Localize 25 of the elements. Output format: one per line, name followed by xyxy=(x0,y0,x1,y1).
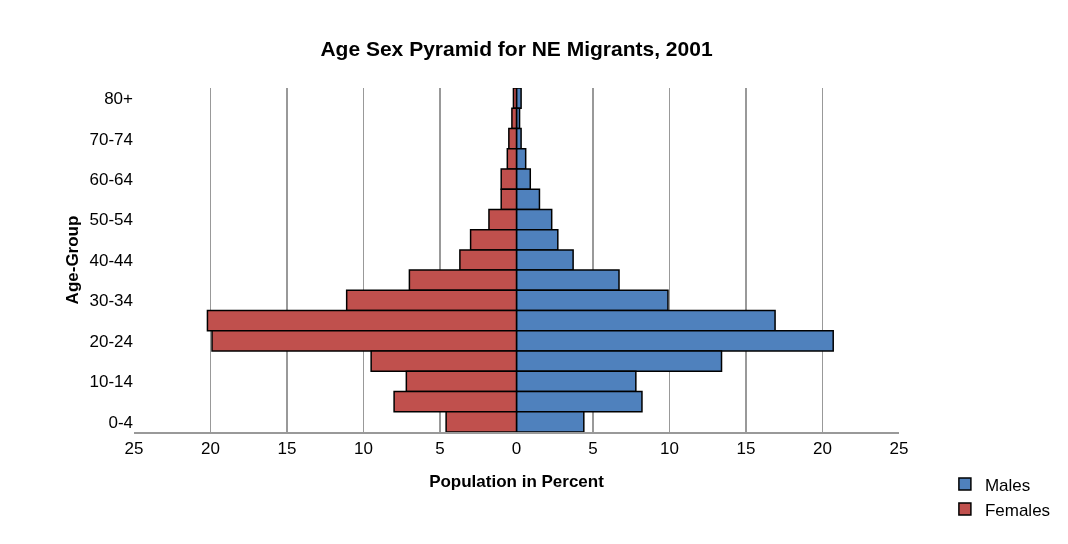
x-tick-label: 15 xyxy=(736,439,756,459)
legend-label: Males xyxy=(984,475,1031,495)
y-tick-label: 30-34 xyxy=(89,291,133,311)
y-tick-label: 70-74 xyxy=(89,129,133,149)
x-tick-label: 20 xyxy=(813,439,832,459)
y-tick-label: 60-64 xyxy=(89,170,133,190)
chart-title: Age Sex Pyramid for NE Migrants, 2001 xyxy=(320,37,713,61)
x-tick-label: 15 xyxy=(277,439,297,459)
x-tick-label: 25 xyxy=(889,439,909,459)
x-tick-label: 25 xyxy=(124,439,144,459)
y-tick-label: 50-54 xyxy=(89,210,133,230)
x-tick-label: 20 xyxy=(201,439,220,459)
legend-label: Females xyxy=(984,500,1051,520)
y-axis-title: Age-Group xyxy=(63,215,83,305)
y-tick-label: 20-24 xyxy=(89,331,133,351)
x-axis-title: Population in Percent xyxy=(429,472,605,492)
y-tick-label: 10-14 xyxy=(89,372,133,392)
x-tick-label: 5 xyxy=(435,439,445,459)
y-tick-label: 0-4 xyxy=(108,412,133,432)
x-tick-label: 0 xyxy=(511,439,522,459)
x-tick-label: 10 xyxy=(354,439,373,459)
y-tick-label: 80+ xyxy=(104,89,134,109)
x-tick-label: 5 xyxy=(588,439,598,459)
x-tick-label: 10 xyxy=(660,439,679,459)
y-tick-label: 40-44 xyxy=(89,250,133,270)
